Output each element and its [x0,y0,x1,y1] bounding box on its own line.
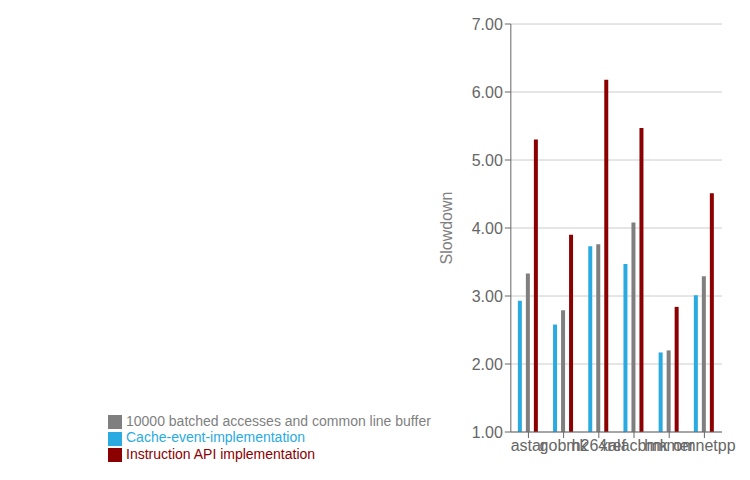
svg-text:3.00: 3.00 [472,288,503,305]
svg-text:2.00: 2.00 [472,356,503,373]
svg-text:Slowdown: Slowdown [438,192,455,265]
svg-text:4.00: 4.00 [472,220,503,237]
html-text:10000 batched accesses and com: 10000 batched accesses and common line b… [126,413,431,430]
html-text:Cache-event-implementation: Cache-event-implementation [126,429,305,446]
svg-text:h264ref: h264ref [571,437,626,455]
svg-text:xalacbmk: xalacbmk [600,437,668,455]
svg-text:gobmk: gobmk [539,437,588,455]
svg-text:1.00: 1.00 [472,424,503,441]
svg-text:5.00: 5.00 [472,152,503,169]
svg-text:7.00: 7.00 [472,16,503,33]
svg-text:hmmer: hmmer [644,437,695,455]
svg-text:omnetpp: omnetpp [673,437,735,454]
svg-text:astar: astar [510,437,547,455]
svg-text:6.00: 6.00 [472,84,503,101]
html-text:Instruction API implementation: Instruction API implementation [126,445,316,462]
